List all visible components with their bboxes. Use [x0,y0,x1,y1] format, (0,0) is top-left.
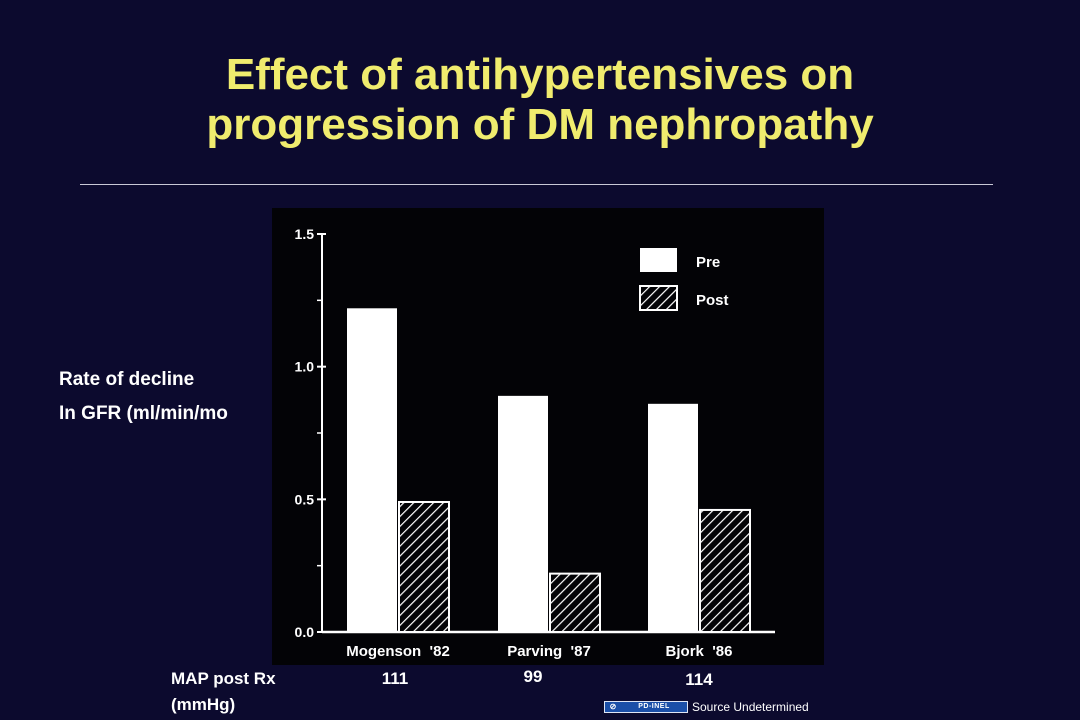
source-text: Source Undetermined [692,700,809,714]
y-tick-label: 1.0 [295,359,315,375]
bar-pre [498,395,548,632]
bar-chart: 0.0 0.5 1.0 1.5 Mogenson '82 Parving '87 Bjork… [295,226,775,660]
bar-pre [347,308,397,632]
bar-pre [648,403,698,632]
y-axis-label-line-2: In GFR (ml/min/mo [59,403,228,424]
map-value-mogenson: 111 [381,669,409,688]
license-badge-text: PD-INEL [638,703,670,710]
chart-panel: 0.0 0.5 1.0 1.5 Mogenson '82 Parving '87 Bjork… [272,208,824,665]
x-category-label: Parving '87 [507,643,591,660]
map-label-line-2: (mmHg) [171,695,236,714]
title-line-1: Effect of antihypertensives on [225,50,855,99]
y-tick-label: 0.0 [295,624,315,640]
public-domain-icon: ⊘ [609,702,617,711]
x-category-label: Bjork '86 [666,643,733,660]
title-line-2: progression of DM nephropathy [206,100,874,149]
source-attribution: ⊘ PD-INEL Source Undetermined [604,700,809,714]
legend-swatch-pre [640,248,677,272]
y-axis-label-line-1: Rate of decline [59,369,195,390]
y-tick-label: 1.5 [295,226,315,242]
map-value-parving: 99 [523,667,543,686]
title-divider [80,184,993,185]
x-category-label: Mogenson '82 [346,643,450,660]
y-tick-label: 0.5 [295,491,315,507]
license-badge: ⊘ PD-INEL [604,701,688,713]
legend-label: Post [696,292,729,309]
bar-post [398,500,450,633]
slide-title: Effect of antihypertensives on progressi… [0,50,1080,150]
bar-post [549,572,601,634]
map-label-line-1: MAP post Rx [171,669,276,688]
legend-label: Pre [696,254,720,271]
map-value-bjork: 114 [685,670,713,689]
legend-swatch-post [639,285,678,311]
bar-post [699,508,751,633]
